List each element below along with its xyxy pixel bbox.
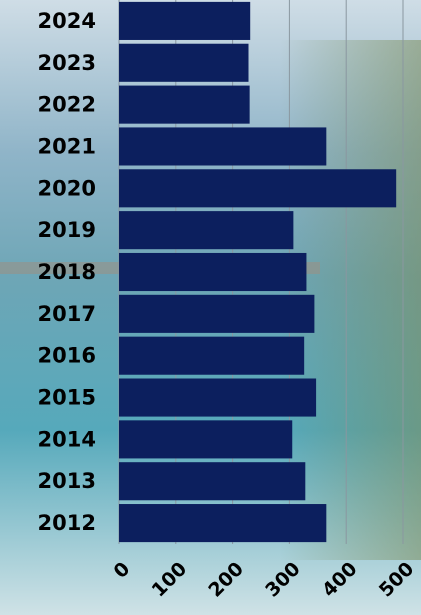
y-tick-label: 2017 bbox=[38, 302, 96, 326]
bar bbox=[119, 169, 397, 208]
bar bbox=[119, 1, 251, 40]
bar bbox=[119, 378, 317, 417]
bar bbox=[119, 43, 249, 82]
y-tick-label: 2020 bbox=[38, 176, 96, 200]
plot-area: 2024 2023 2022 2021 2020 2019 2018 2017 2016 2015… bbox=[38, 0, 418, 601]
bar bbox=[119, 252, 307, 292]
bar bbox=[119, 336, 305, 375]
bar bbox=[119, 127, 327, 166]
y-tick-label: 2018 bbox=[38, 260, 96, 284]
y-tick-label: 2023 bbox=[38, 51, 96, 75]
bar bbox=[119, 504, 327, 543]
y-tick-label: 2021 bbox=[38, 134, 96, 158]
y-tick-label: 2024 bbox=[38, 9, 96, 33]
y-tick-label: 2014 bbox=[38, 427, 96, 451]
y-tick-label: 2022 bbox=[38, 93, 96, 117]
bar bbox=[119, 420, 293, 459]
bar bbox=[119, 211, 294, 250]
bar bbox=[119, 462, 306, 501]
y-tick-label: 2012 bbox=[38, 511, 96, 535]
bar bbox=[119, 294, 315, 333]
y-tick-label: 2013 bbox=[38, 469, 96, 493]
y-tick-label: 2015 bbox=[38, 386, 96, 410]
y-tick-label: 2019 bbox=[38, 218, 96, 242]
bar bbox=[119, 85, 250, 124]
y-tick-label: 2016 bbox=[38, 344, 96, 368]
